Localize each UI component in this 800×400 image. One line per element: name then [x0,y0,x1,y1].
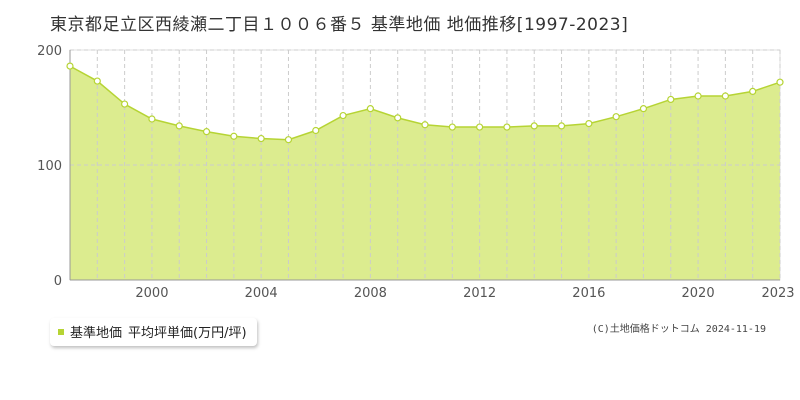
y-tick-label: 100 [37,159,62,174]
x-tick-label: 2016 [572,286,605,301]
x-tick-label: 2023 [761,286,794,301]
data-point [585,119,593,128]
data-point [202,128,211,136]
legend: 基準地価 平均坪単価(万円/坪) [50,318,257,346]
data-point [448,123,456,131]
y-tick-label: 0 [54,274,62,289]
data-point [257,134,265,143]
data-point [612,113,620,121]
x-tick-label: 2000 [135,286,168,301]
data-point [530,122,538,130]
data-point [694,92,702,100]
data-point [667,95,675,104]
data-point [93,77,101,85]
legend-series-label: 基準地価 [70,326,123,341]
data-point [66,62,74,70]
legend-swatch [58,328,64,335]
data-point [503,123,511,131]
x-tick-label: 2020 [682,286,715,301]
data-point [394,114,402,122]
data-point [121,100,129,108]
copyright-notice: (C)土地価格ドットコム 2024-11-19 [591,324,766,335]
data-point [366,105,374,113]
data-point [312,126,320,135]
data-point [230,132,238,140]
data-point [148,115,156,123]
data-point [776,78,784,86]
x-tick-label: 2012 [463,286,496,301]
x-tick-label: 2004 [245,286,278,301]
data-point [749,87,757,96]
data-point [175,122,183,130]
y-tick-label: 200 [37,44,62,59]
data-point [721,92,729,100]
data-point [557,122,566,130]
chart-title: 東京都足立区西綾瀬二丁目１００６番５ 基準地価 地価推移[1997-2023] [50,15,629,35]
data-point [284,136,293,144]
data-point [476,123,484,131]
x-tick-label: 2008 [354,286,387,301]
legend-unit-label: 平均坪単価(万円/坪) [128,326,247,341]
data-point [339,111,347,120]
data-point [421,121,429,129]
data-point [639,105,648,113]
series-area-fill [70,66,780,280]
